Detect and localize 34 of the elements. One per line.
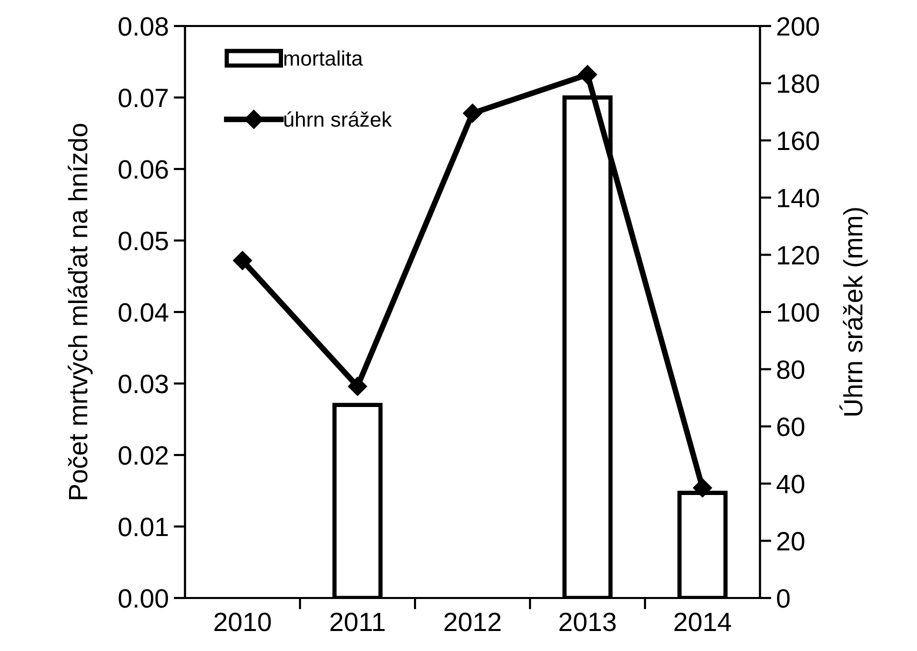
y-tick-label: 0.07: [118, 88, 168, 108]
x-tick-label: 2011: [330, 612, 385, 632]
x-tick-label: 2010: [214, 612, 271, 632]
point: [232, 250, 252, 270]
y2-tick-label: 200: [777, 17, 819, 36]
point: [692, 478, 712, 498]
y-tick-label: 0.03: [118, 374, 168, 394]
y2-tick-label: 80: [777, 360, 804, 380]
y2-tick-label: 140: [778, 188, 819, 208]
legend-label: úhrn srážek: [284, 111, 392, 127]
y2-tick-label: 120: [778, 246, 819, 265]
point: [578, 65, 598, 84]
x-tick-label: 2012: [444, 612, 501, 632]
y-tick-label: 0.08: [118, 17, 168, 36]
y2-tick-label: 180: [778, 74, 819, 94]
y-tick-label: 0.00: [118, 589, 168, 608]
y2-tick-label: 160: [778, 132, 819, 150]
x-tick-label: 2013: [559, 612, 616, 632]
legend-label: mortalita: [284, 50, 363, 66]
y-axis-title: Počet mrtvých mláďat na hnízdo: [68, 124, 93, 500]
point: [348, 376, 368, 396]
y2-tick-label: 60: [777, 418, 804, 436]
point: [462, 104, 482, 123]
y2-tick-label: 20: [777, 532, 804, 551]
y2-tick-label: 40: [776, 474, 804, 494]
y-tick-label: 0.01: [118, 518, 168, 536]
y2-tick-label: 100: [778, 303, 819, 322]
x-tick-label: 2014: [674, 612, 732, 632]
y-tick-label: 0.02: [118, 446, 168, 465]
y-tick-label: 0.05: [118, 232, 168, 250]
y-tick-label: 0.04: [118, 303, 168, 322]
y-tick-label: 0.06: [118, 160, 168, 179]
y2-axis-title: Úhrn srážek (mm): [839, 208, 868, 416]
y2-tick-label: 0: [777, 589, 790, 608]
